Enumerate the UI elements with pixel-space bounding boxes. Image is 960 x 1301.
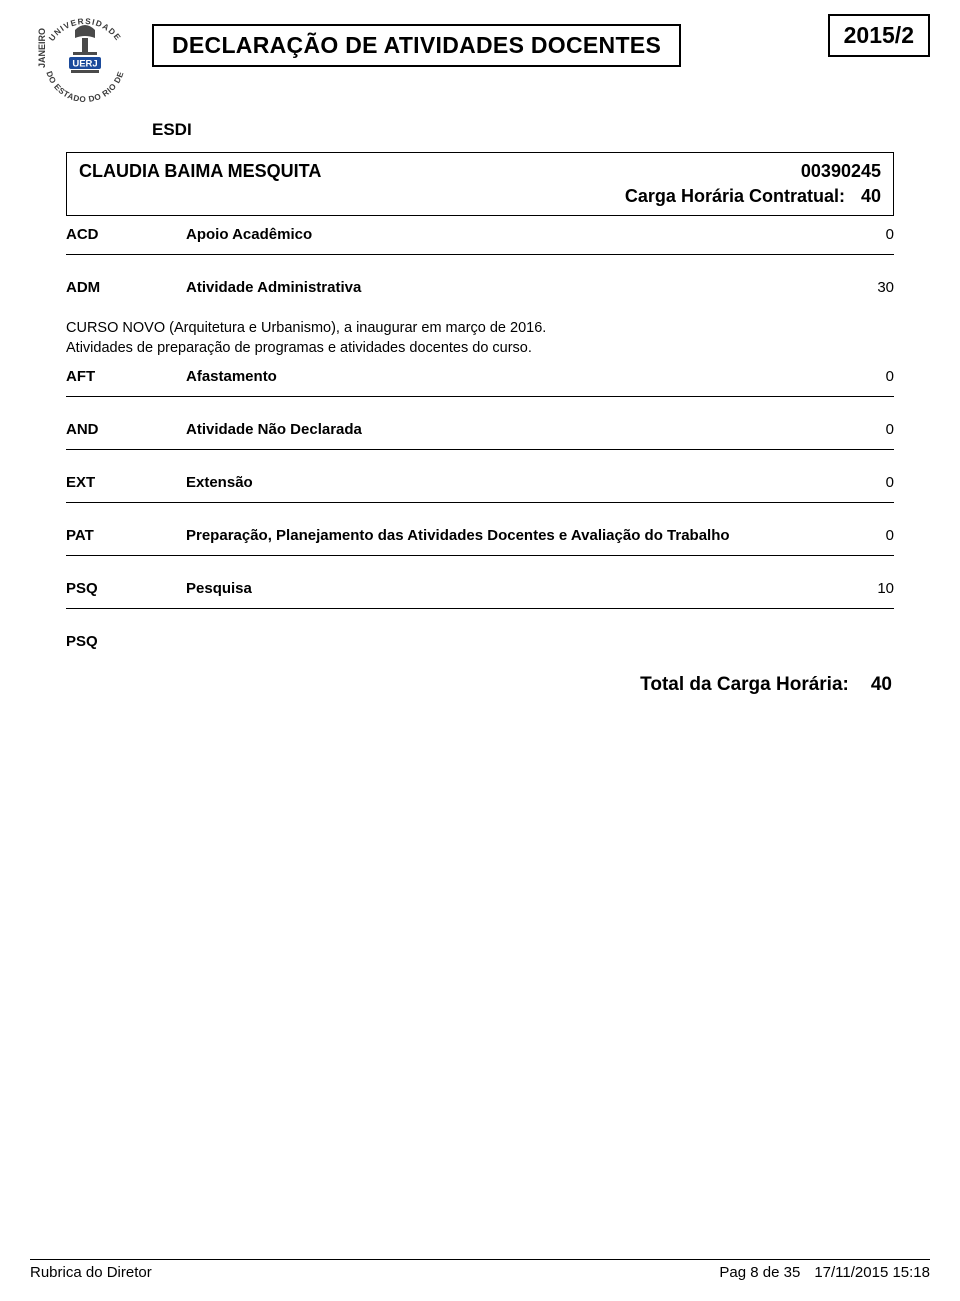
person-block: CLAUDIA BAIMA MESQUITA 00390245 Carga Ho…: [66, 152, 894, 216]
category-code: ADM: [66, 279, 186, 296]
category-block: ADMAtividade Administrativa 30 CURSO NOVO …: [66, 269, 894, 358]
category-code: AFT: [66, 368, 186, 385]
page-footer: Rubrica do Diretor Pag 8 de 35 17/11/201…: [30, 1259, 930, 1281]
footer-timestamp: 17/11/2015 15:18: [814, 1264, 930, 1281]
category-code: EXT: [66, 474, 186, 491]
svg-text:DO ESTADO DO RIO DE: DO ESTADO DO RIO DE: [44, 70, 125, 104]
category-code: PAT: [66, 527, 186, 544]
total-row: Total da Carga Horária: 40: [66, 674, 894, 696]
person-name: CLAUDIA BAIMA MESQUITA: [79, 161, 321, 182]
department-name: ESDI: [152, 120, 192, 139]
category-label: Atividade Não Declarada: [186, 421, 362, 438]
category-value: 30: [877, 279, 894, 296]
category-value: 0: [886, 226, 894, 243]
category-value: 0: [886, 474, 894, 491]
footer-left: Rubrica do Diretor: [30, 1264, 152, 1281]
person-id: 00390245: [801, 161, 881, 182]
total-label: Total da Carga Horária:: [640, 674, 849, 696]
category-block: ACDApoio Acadêmico 0: [66, 216, 894, 255]
carga-label: Carga Horária Contratual:: [625, 186, 845, 207]
page-title: DECLARAÇÃO DE ATIVIDADES DOCENTES: [172, 32, 661, 58]
category-value: 0: [886, 527, 894, 544]
category-value: 0: [886, 421, 894, 438]
category-code: AND: [66, 421, 186, 438]
category-label: Atividade Administrativa: [186, 279, 361, 296]
category-block: PATPreparação, Planejamento das Atividad…: [66, 517, 894, 556]
footer-page: Pag 8 de 35: [719, 1264, 800, 1281]
period-label: 2015/2: [844, 22, 914, 48]
category-code: ACD: [66, 226, 186, 243]
svg-text:UERJ: UERJ: [72, 59, 97, 70]
category-label: Afastamento: [186, 368, 277, 385]
category-value: 0: [886, 368, 894, 385]
category-code: PSQ: [66, 580, 186, 597]
category-block: PSQPesquisa 10: [66, 570, 894, 609]
page-title-box: DECLARAÇÃO DE ATIVIDADES DOCENTES: [152, 24, 681, 67]
category-label: Apoio Acadêmico: [186, 226, 312, 243]
institution-logo: UNIVERSIDADE DO ESTADO DO RIO DE JANEIRO…: [30, 10, 140, 112]
category-block: PSQ: [66, 623, 894, 660]
category-value: 10: [877, 580, 894, 597]
category-code: PSQ: [66, 633, 186, 650]
category-block: EXTExtensão 0: [66, 464, 894, 503]
svg-text:JANEIRO: JANEIRO: [37, 28, 47, 68]
category-description: CURSO NOVO (Arquitetura e Urbanismo), a …: [66, 319, 894, 358]
category-label: Pesquisa: [186, 580, 252, 597]
category-label: Extensão: [186, 474, 253, 491]
carga-value: 40: [861, 186, 881, 207]
category-block: AFTAfastamento 0: [66, 358, 894, 397]
category-block: ANDAtividade Não Declarada 0: [66, 411, 894, 450]
total-value: 40: [871, 674, 892, 696]
period-box: 2015/2: [828, 14, 930, 57]
category-label: Preparação, Planejamento das Atividades …: [186, 527, 730, 544]
